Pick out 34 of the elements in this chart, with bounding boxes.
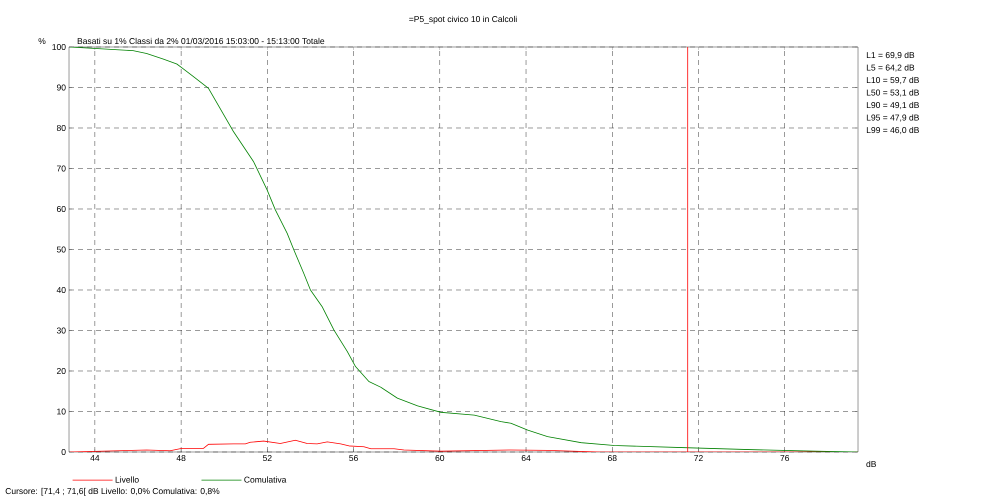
text: L99 = 46,0 dB	[866, 126, 919, 134]
y-tick-label: 90	[56, 84, 66, 90]
y-tick-label: 0	[62, 448, 66, 455]
text: L5 = 64,2 dB	[866, 64, 914, 72]
text: L1 = 69,9 dB	[866, 52, 914, 60]
y-tick-label: 30	[56, 327, 66, 334]
x-tick-label: 52	[262, 455, 272, 462]
x-tick-label: 44	[90, 455, 100, 461]
chart-subtitle: Basati su 1% Classi da 2% 01/03/2016 15:03:00 - 15:13:00 Totale	[78, 38, 324, 44]
y-tick-label: 10	[57, 408, 66, 414]
y-tick-label: 70	[56, 165, 66, 172]
x-tick-label: 48	[176, 455, 186, 462]
legend-label: Comulativa	[244, 476, 286, 483]
y-tick-label: 40	[56, 286, 66, 293]
y-tick-label: 80	[56, 124, 66, 131]
chart-title: =P5_spot civico 10 in Calcoli	[409, 16, 517, 24]
y-tick-label: 50	[56, 246, 66, 252]
y-tick-label: 60	[56, 206, 66, 212]
text: L95 = 47,9 dB	[866, 114, 919, 122]
x-axis-title: dB	[866, 460, 876, 468]
y-axis-title: %	[38, 38, 46, 44]
x-tick-label: 72	[694, 455, 703, 461]
x-tick-label: 64	[522, 455, 531, 462]
text: L10 = 59,7 dB	[866, 76, 919, 84]
x-tick-label: 76	[780, 455, 790, 462]
y-tick-label: 100	[52, 44, 66, 50]
x-tick-label: 60	[436, 455, 444, 462]
x-tick-label: 68	[608, 455, 617, 462]
y-tick-label: 20	[56, 368, 66, 374]
x-tick-label: 56	[349, 455, 358, 462]
text: L50 = 53,1 dB	[866, 89, 919, 97]
text: Cursore: [71,4 ; 71,6[ dB Livello: 0,0% Comulativa: 0,8%	[6, 488, 220, 496]
legend-label: Livello	[116, 476, 139, 483]
text: L90 = 49,1 dB	[866, 102, 919, 110]
